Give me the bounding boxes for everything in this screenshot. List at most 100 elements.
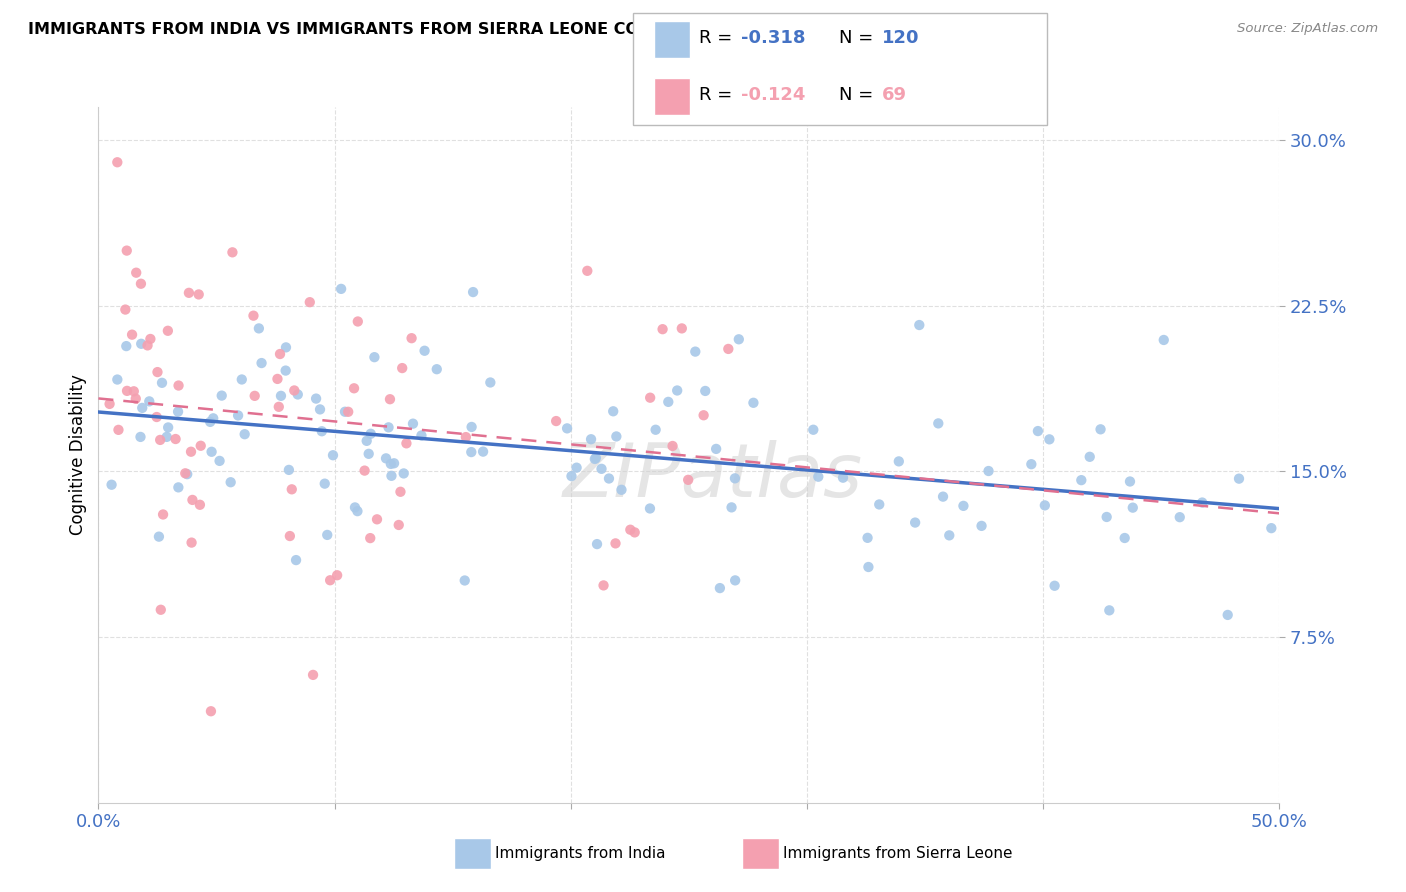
Point <box>359 531 381 545</box>
Point <box>602 404 624 418</box>
Point <box>1122 500 1144 515</box>
Point <box>176 467 198 482</box>
Point <box>156 324 179 338</box>
Point <box>454 430 477 444</box>
Point <box>610 483 633 497</box>
Point <box>145 410 167 425</box>
Point <box>343 381 366 395</box>
Text: IMMIGRANTS FROM INDIA VS IMMIGRANTS FROM SIERRA LEONE COGNITIVE DISABILITY CORRE: IMMIGRANTS FROM INDIA VS IMMIGRANTS FROM… <box>28 22 1015 37</box>
Point <box>283 384 305 398</box>
Point <box>98 397 121 411</box>
Text: N =: N = <box>839 29 879 47</box>
Point <box>676 473 699 487</box>
Point <box>105 372 128 386</box>
Text: -0.124: -0.124 <box>741 87 806 104</box>
Point <box>360 426 382 441</box>
Point <box>353 464 375 478</box>
Text: R =: R = <box>699 87 738 104</box>
Point <box>411 428 433 442</box>
Point <box>298 295 321 310</box>
Point <box>202 411 225 425</box>
Point <box>165 432 187 446</box>
Point <box>932 490 955 504</box>
Point <box>952 499 974 513</box>
Point <box>233 427 256 442</box>
Point <box>200 444 222 458</box>
Point <box>121 327 143 342</box>
Point <box>724 574 747 588</box>
Point <box>167 405 190 419</box>
Point <box>305 392 328 406</box>
Point <box>314 476 336 491</box>
Text: 120: 120 <box>882 29 920 47</box>
Point <box>322 448 344 462</box>
Point <box>167 480 190 494</box>
Point <box>1119 475 1142 489</box>
Point <box>269 347 291 361</box>
Point <box>188 498 211 512</box>
Point <box>148 530 170 544</box>
Point <box>278 529 301 543</box>
Point <box>576 264 599 278</box>
Point <box>243 389 266 403</box>
Point <box>1090 422 1112 436</box>
Point <box>333 405 356 419</box>
Point <box>579 432 602 446</box>
Point <box>382 456 405 470</box>
Point <box>274 363 297 377</box>
Point <box>720 500 742 515</box>
Point <box>281 483 304 497</box>
Point <box>247 321 270 335</box>
Text: Immigrants from India: Immigrants from India <box>495 847 665 861</box>
Point <box>927 417 949 431</box>
Point <box>1095 510 1118 524</box>
Text: Source: ZipAtlas.com: Source: ZipAtlas.com <box>1237 22 1378 36</box>
Point <box>107 423 129 437</box>
Point <box>695 384 717 398</box>
Point <box>326 568 349 582</box>
Point <box>115 339 138 353</box>
Point <box>1260 521 1282 535</box>
Point <box>187 287 209 301</box>
Point <box>592 578 614 592</box>
Point <box>131 401 153 415</box>
Point <box>129 336 152 351</box>
Point <box>1168 510 1191 524</box>
Point <box>460 420 482 434</box>
Text: Immigrants from Sierra Leone: Immigrants from Sierra Leone <box>783 847 1012 861</box>
Point <box>1070 473 1092 487</box>
Point <box>479 376 502 390</box>
Point <box>346 504 368 518</box>
Point <box>908 318 931 332</box>
Point <box>149 603 172 617</box>
Point <box>704 442 727 456</box>
Point <box>585 450 607 465</box>
Point <box>546 414 568 428</box>
Point <box>1043 579 1066 593</box>
Point <box>114 302 136 317</box>
Point <box>977 464 1000 478</box>
Point <box>638 501 661 516</box>
Point <box>472 444 495 458</box>
Point <box>454 574 477 588</box>
Point <box>267 400 290 414</box>
Point <box>319 574 342 588</box>
Point <box>389 484 412 499</box>
Point <box>242 309 264 323</box>
Point <box>181 492 204 507</box>
Point <box>692 409 714 423</box>
Point <box>619 523 641 537</box>
Point <box>167 378 190 392</box>
Point <box>287 387 309 401</box>
Point <box>605 429 627 443</box>
Point <box>391 361 413 376</box>
Text: N =: N = <box>839 87 879 104</box>
Point <box>211 389 233 403</box>
Point <box>586 537 609 551</box>
Text: 69: 69 <box>882 87 907 104</box>
Point <box>392 467 415 481</box>
Point <box>149 433 172 447</box>
Point <box>180 444 202 458</box>
Point <box>807 469 830 483</box>
Point <box>970 519 993 533</box>
